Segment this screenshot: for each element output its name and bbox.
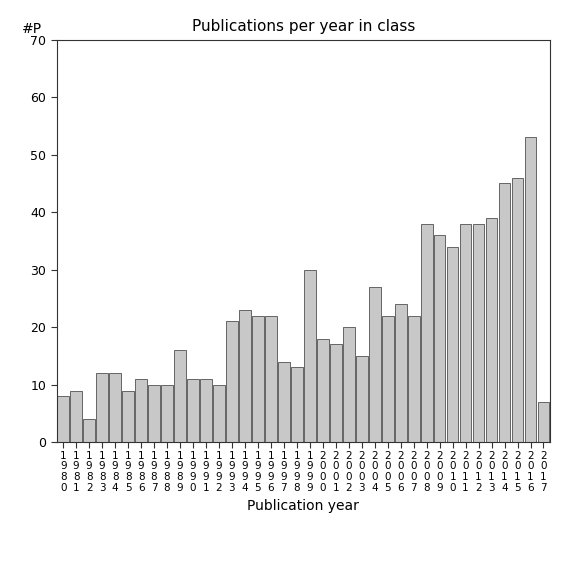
Bar <box>226 321 238 442</box>
Bar <box>239 310 251 442</box>
Bar <box>421 224 433 442</box>
Bar <box>96 373 108 442</box>
Bar <box>70 391 82 442</box>
Bar <box>174 350 186 442</box>
Bar <box>252 316 264 442</box>
Title: Publications per year in class: Publications per year in class <box>192 19 415 35</box>
Bar <box>408 316 420 442</box>
Bar <box>213 385 225 442</box>
Bar <box>57 396 69 442</box>
Bar <box>200 379 212 442</box>
Bar <box>473 224 484 442</box>
Bar <box>83 419 95 442</box>
Bar <box>109 373 121 442</box>
Bar <box>434 235 446 442</box>
Bar <box>265 316 277 442</box>
Bar <box>524 137 536 442</box>
Bar <box>136 379 147 442</box>
Bar <box>538 402 549 442</box>
Bar <box>499 184 510 442</box>
X-axis label: Publication year: Publication year <box>247 498 359 513</box>
Bar <box>369 287 380 442</box>
Bar <box>122 391 134 442</box>
Bar <box>511 177 523 442</box>
Bar <box>317 338 329 442</box>
Bar <box>447 247 459 442</box>
Bar <box>304 270 316 442</box>
Bar <box>291 367 303 442</box>
Bar <box>395 304 407 442</box>
Bar <box>330 345 342 442</box>
Bar <box>278 362 290 442</box>
Bar <box>161 385 173 442</box>
Bar <box>343 327 354 442</box>
Bar <box>382 316 393 442</box>
Bar <box>356 356 367 442</box>
Bar <box>187 379 199 442</box>
Text: #P: #P <box>22 22 43 36</box>
Bar <box>148 385 160 442</box>
Bar <box>460 224 471 442</box>
Bar <box>486 218 497 442</box>
